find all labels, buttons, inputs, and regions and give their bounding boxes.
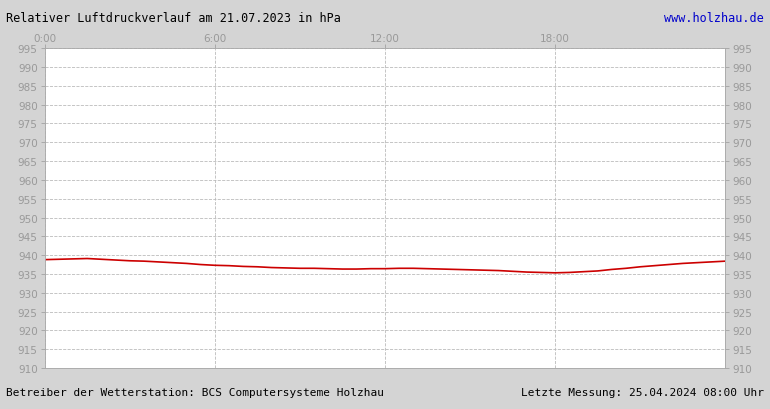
Text: Relativer Luftdruckverlauf am 21.07.2023 in hPa: Relativer Luftdruckverlauf am 21.07.2023… xyxy=(6,12,341,25)
Text: Letzte Messung: 25.04.2024 08:00 Uhr: Letzte Messung: 25.04.2024 08:00 Uhr xyxy=(521,387,764,397)
Text: Betreiber der Wetterstation: BCS Computersysteme Holzhau: Betreiber der Wetterstation: BCS Compute… xyxy=(6,387,384,397)
Text: www.holzhau.de: www.holzhau.de xyxy=(664,12,764,25)
